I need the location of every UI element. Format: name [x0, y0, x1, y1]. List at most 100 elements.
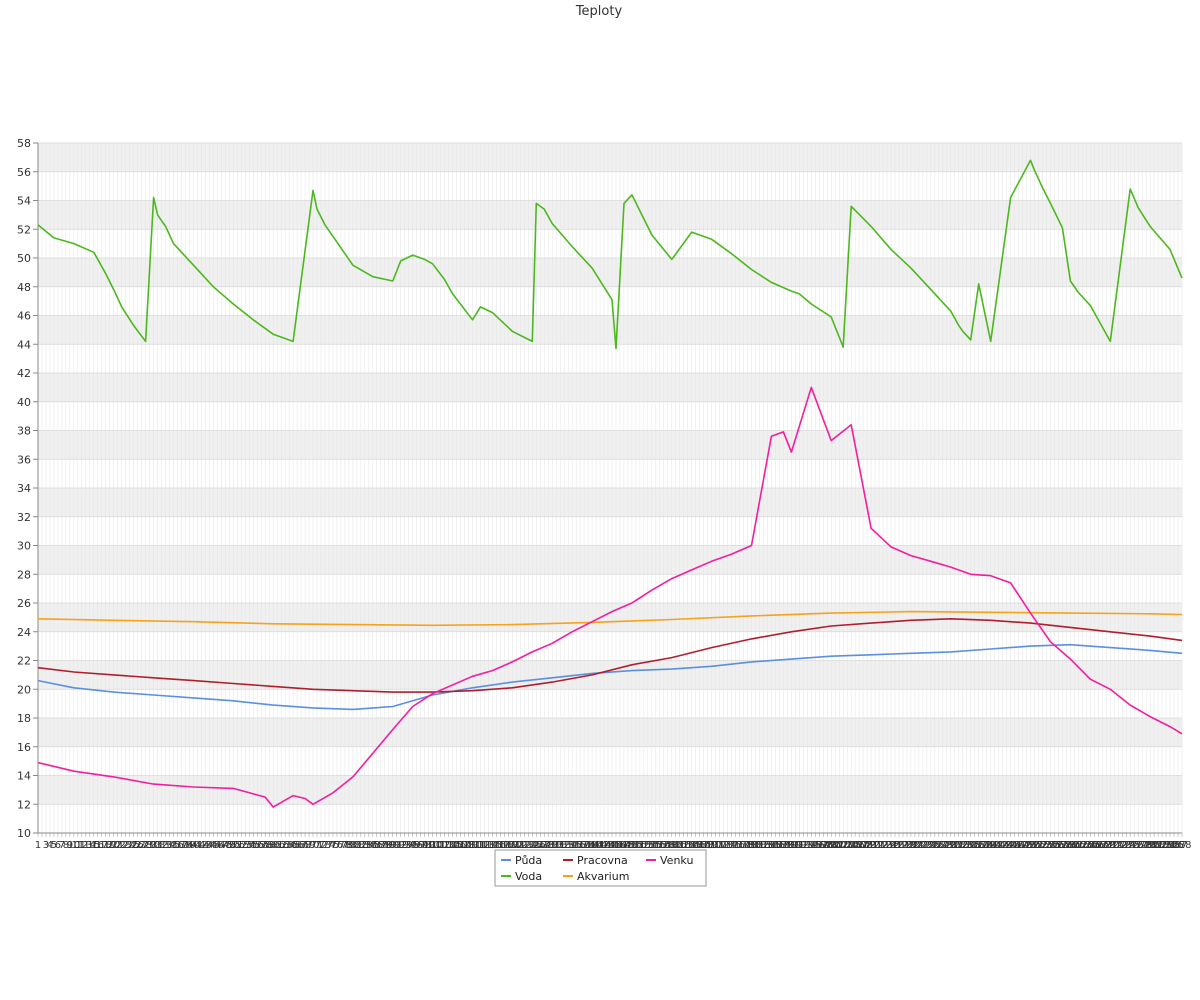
x-tick-label: 189 — [778, 840, 797, 851]
x-tick-label: 267 — [1089, 840, 1108, 851]
x-tick-label: 53 — [239, 840, 252, 851]
y-tick-label: 30 — [17, 540, 31, 553]
x-axis: 1 345678910111213141516171819202122232425… — [35, 832, 1192, 851]
x-tick-label: 81 — [351, 840, 364, 851]
x-tick-label: 262 — [1069, 840, 1088, 851]
x-tick-label: 184 — [758, 840, 777, 851]
background-band — [38, 488, 1182, 517]
series-line-voda — [37, 159, 1183, 350]
x-tick-label: 185 — [762, 840, 781, 851]
x-tick-label: 166 — [686, 840, 705, 851]
x-tick-label: 143 — [594, 840, 613, 851]
x-tick-label: 107 — [451, 840, 470, 851]
x-tick-label: 72 — [315, 840, 328, 851]
x-tick-label: 211 — [866, 840, 885, 851]
background-band — [38, 200, 1182, 230]
x-tick-label: 35 — [167, 840, 180, 851]
x-tick-label: 127 — [531, 840, 550, 851]
x-tick-label: 150 — [622, 840, 641, 851]
y-tick-label: 26 — [17, 597, 31, 610]
x-tick-label: 24 — [123, 840, 136, 851]
x-tick-label: 33 — [159, 840, 172, 851]
x-tick-label: 181 — [746, 840, 765, 851]
x-tick-label: 215 — [881, 840, 900, 851]
x-tick-label: 105 — [443, 840, 462, 851]
x-tick-label: 226 — [925, 840, 944, 851]
y-tick-label: 20 — [17, 683, 31, 696]
x-tick-label: 175 — [722, 840, 741, 851]
x-tick-label: 171 — [706, 840, 725, 851]
x-tick-label: 282 — [1149, 840, 1168, 851]
x-tick-label: 207 — [850, 840, 869, 851]
x-tick-label: 100 — [423, 840, 442, 851]
x-tick-label: 26 — [131, 840, 144, 851]
x-tick-label: 254 — [1037, 840, 1056, 851]
x-tick-label: 47 — [215, 840, 228, 851]
x-tick-label: 190 — [782, 840, 801, 851]
x-tick-label: 164 — [678, 840, 697, 851]
x-tick-label: 205 — [842, 840, 861, 851]
x-tick-label: 76 — [331, 840, 344, 851]
x-tick-label: 43 — [199, 840, 212, 851]
x-tick-label: 62 — [275, 840, 288, 851]
x-tick-label: 130 — [543, 840, 562, 851]
x-tick-label: 278 — [1133, 840, 1152, 851]
x-tick-label: 232 — [949, 840, 968, 851]
x-tick-label: 264 — [1077, 840, 1096, 851]
x-tick-label: 248 — [1013, 840, 1032, 851]
x-tick-label: 271 — [1105, 840, 1124, 851]
legend-box — [494, 849, 707, 887]
x-tick-label: 12 — [75, 840, 88, 851]
x-tick-label: 125 — [523, 840, 542, 851]
x-tick-label: 78 — [339, 840, 352, 851]
x-tick-label: 110 — [463, 840, 482, 851]
x-tick-label: 163 — [674, 840, 693, 851]
x-tick-label: 202 — [830, 840, 849, 851]
x-tick-label: 20 — [107, 840, 120, 851]
x-tick-label: 224 — [917, 840, 936, 851]
x-tick-label: 268 — [1093, 840, 1112, 851]
x-tick-label: 3 — [43, 840, 49, 851]
x-tick-label: 176 — [726, 840, 745, 851]
x-tick-label: 98 — [418, 840, 431, 851]
y-tick-label: 44 — [17, 338, 31, 351]
x-tick-label: 29 — [143, 840, 156, 851]
x-tick-label: 129 — [539, 840, 558, 851]
x-tick-label: 191 — [786, 840, 805, 851]
x-tick-label: 38 — [179, 840, 192, 851]
x-tick-label: 276 — [1125, 840, 1144, 851]
x-tick-label: 61 — [271, 840, 284, 851]
x-tick-label: 195 — [802, 840, 821, 851]
x-tick-label: 198 — [814, 840, 833, 851]
y-tick-label: 22 — [17, 655, 31, 668]
x-tick-label: 173 — [714, 840, 733, 851]
x-tick-label: 281 — [1145, 840, 1164, 851]
x-tick-label: 122 — [511, 840, 530, 851]
x-tick-label: 157 — [650, 840, 669, 851]
x-tick-label: 170 — [702, 840, 721, 851]
x-tick-label: 201 — [826, 840, 845, 851]
x-tick-label: 13 — [79, 840, 92, 851]
x-tick-label: 235 — [961, 840, 980, 851]
x-tick-label: 149 — [618, 840, 637, 851]
x-tick-label: 84 — [362, 840, 375, 851]
x-tick-label: 68 — [299, 840, 312, 851]
x-tick-label: 257 — [1049, 840, 1068, 851]
x-tick-label: 94 — [402, 840, 415, 851]
legend-label: Pracovna — [577, 854, 628, 867]
legend: Půda Pracovna Venku Voda Akvarium — [494, 849, 707, 887]
background-band — [38, 258, 1182, 287]
x-tick-label: 41 — [191, 840, 204, 851]
series-line-venku — [37, 386, 1183, 808]
x-tick-label: 45 — [207, 840, 220, 851]
x-tick-label: 141 — [587, 840, 606, 851]
x-tick-label: 230 — [941, 840, 960, 851]
x-tick-label: 103 — [435, 840, 454, 851]
x-tick-label: 104 — [439, 840, 458, 851]
x-tick-label: 44 — [203, 840, 216, 851]
x-tick-label: 87 — [374, 840, 387, 851]
x-tick-label: 59 — [263, 840, 276, 851]
y-tick-label: 28 — [17, 568, 31, 581]
x-tick-label: 179 — [738, 840, 757, 851]
x-tick-label: 109 — [459, 840, 478, 851]
